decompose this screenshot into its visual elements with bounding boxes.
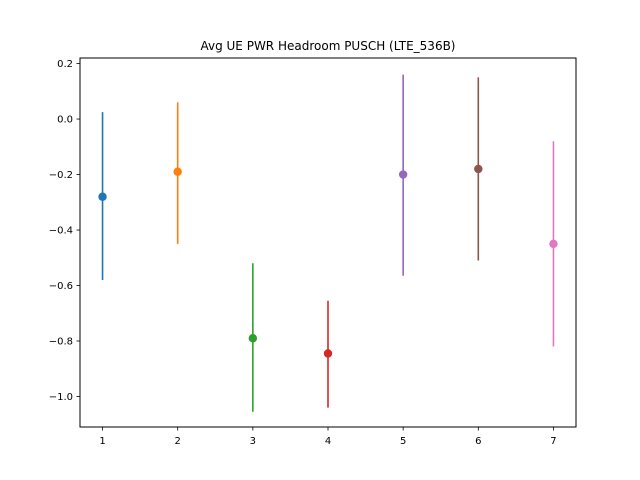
x-tick-label: 7	[550, 436, 556, 447]
y-tick-label: −0.2	[49, 170, 73, 181]
x-tick-label: 6	[475, 436, 481, 447]
x-tick-label: 5	[400, 436, 406, 447]
y-tick-label: −0.8	[49, 336, 73, 347]
x-tick-label: 2	[175, 436, 181, 447]
plot-frame	[79, 57, 577, 428]
x-tick-label: 4	[325, 436, 331, 447]
chart-title: Avg UE PWR Headroom PUSCH (LTE_536B)	[200, 39, 455, 53]
data-point-1	[98, 192, 107, 201]
data-point-6	[474, 164, 483, 174]
data-point-5	[398, 170, 408, 179]
data-marks	[98, 74, 558, 412]
data-point-4	[323, 349, 333, 358]
data-point-3	[248, 334, 258, 343]
axes: 1 2 3 4 5 6 7 0.2 0.0 −0.2 −0.4 −0.6 −0.8 −1.0	[49, 59, 557, 447]
y-tick-label: −0.6	[49, 281, 73, 292]
data-point-2	[173, 167, 182, 176]
x-tick-label: 1	[99, 436, 105, 447]
y-tick-label: −1.0	[49, 392, 73, 403]
y-tick-label: 0.2	[57, 59, 73, 70]
x-tick-label: 3	[250, 436, 256, 447]
y-tick-label: 0.0	[57, 115, 73, 126]
data-point-7	[549, 239, 558, 249]
y-tick-label: −0.4	[49, 226, 73, 237]
